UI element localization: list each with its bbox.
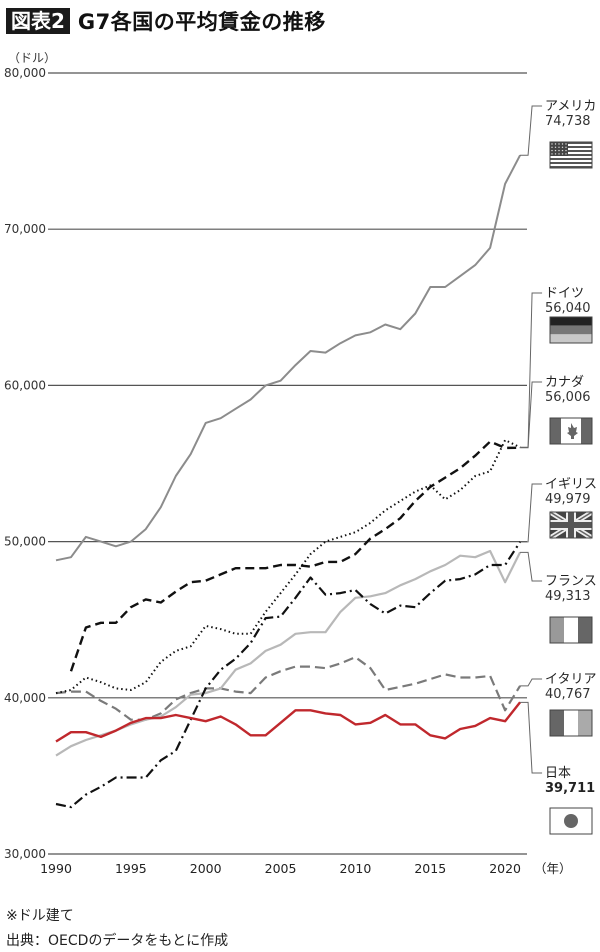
series-line-usa (55, 154, 521, 562)
figure-tag: 図表2 (6, 8, 70, 34)
series-label-value: 49,313 (545, 589, 591, 604)
series-label-name: 日本 (545, 766, 571, 781)
y-tick-label: 40,000 (4, 691, 46, 705)
series-line-germany (55, 439, 521, 695)
canada-flag-icon (549, 417, 593, 445)
x-tick-label: 1990 (40, 861, 72, 876)
y-tick-label: 60,000 (4, 378, 46, 392)
series-line-uk (55, 541, 522, 809)
y-axis-unit-label: （ドル） (8, 51, 57, 65)
series-line-france (55, 549, 522, 757)
series-label-value: 39,711 (545, 781, 595, 796)
x-axis-unit-label: （年） (534, 861, 572, 876)
x-tick-label: 1995 (115, 861, 147, 876)
x-tick-label: 2015 (414, 861, 446, 876)
france-flag-icon (549, 616, 593, 644)
y-tick-label: 30,000 (4, 847, 46, 861)
series-label-name: カナダ (545, 375, 584, 390)
series-label-value: 56,040 (545, 301, 591, 316)
series-label-name: アメリカ (545, 99, 596, 114)
chart-title: G7各国の平均賃金の推移 (77, 10, 326, 34)
x-tick-label: 2010 (339, 861, 371, 876)
x-tick-label: 2020 (489, 861, 521, 876)
footnote: ※ドル建て (6, 908, 74, 924)
x-tick-label: 2000 (190, 861, 222, 876)
series-label-value: 49,979 (545, 492, 591, 507)
series-label-value: 40,767 (545, 687, 591, 702)
series-line-italy (55, 656, 522, 721)
japan-flag-icon (549, 807, 593, 835)
leader-line (520, 701, 543, 774)
y-tick-label: 70,000 (4, 222, 46, 236)
italy-flag-icon (549, 709, 593, 737)
series-label-name: イタリア (545, 672, 596, 687)
series-label-value: 74,738 (545, 114, 591, 129)
leader-line (520, 678, 543, 687)
x-tick-label: 2005 (265, 861, 297, 876)
y-tick-label: 80,000 (4, 66, 46, 80)
series-label-name: イギリス (545, 477, 597, 492)
leader-line (520, 381, 543, 449)
source-note: 出典：OECDのデータをもとに作成 (6, 933, 229, 949)
leader-line (520, 292, 543, 448)
uk-flag-icon (548, 509, 594, 541)
y-tick-label: 50,000 (4, 535, 46, 549)
germany-flag-icon (549, 316, 593, 344)
series-label-name: フランス (545, 574, 597, 589)
usa-flag-icon (549, 141, 593, 169)
leader-line (520, 483, 543, 543)
series-line-japan (55, 701, 522, 743)
chart-title-block: 図表2 G7各国の平均賃金の推移 (6, 6, 326, 36)
leader-line (520, 105, 543, 156)
series-line-canada (69, 440, 521, 672)
leader-line (520, 551, 543, 582)
series-label-name: ドイツ (545, 286, 584, 301)
series-label-value: 56,006 (545, 390, 591, 405)
